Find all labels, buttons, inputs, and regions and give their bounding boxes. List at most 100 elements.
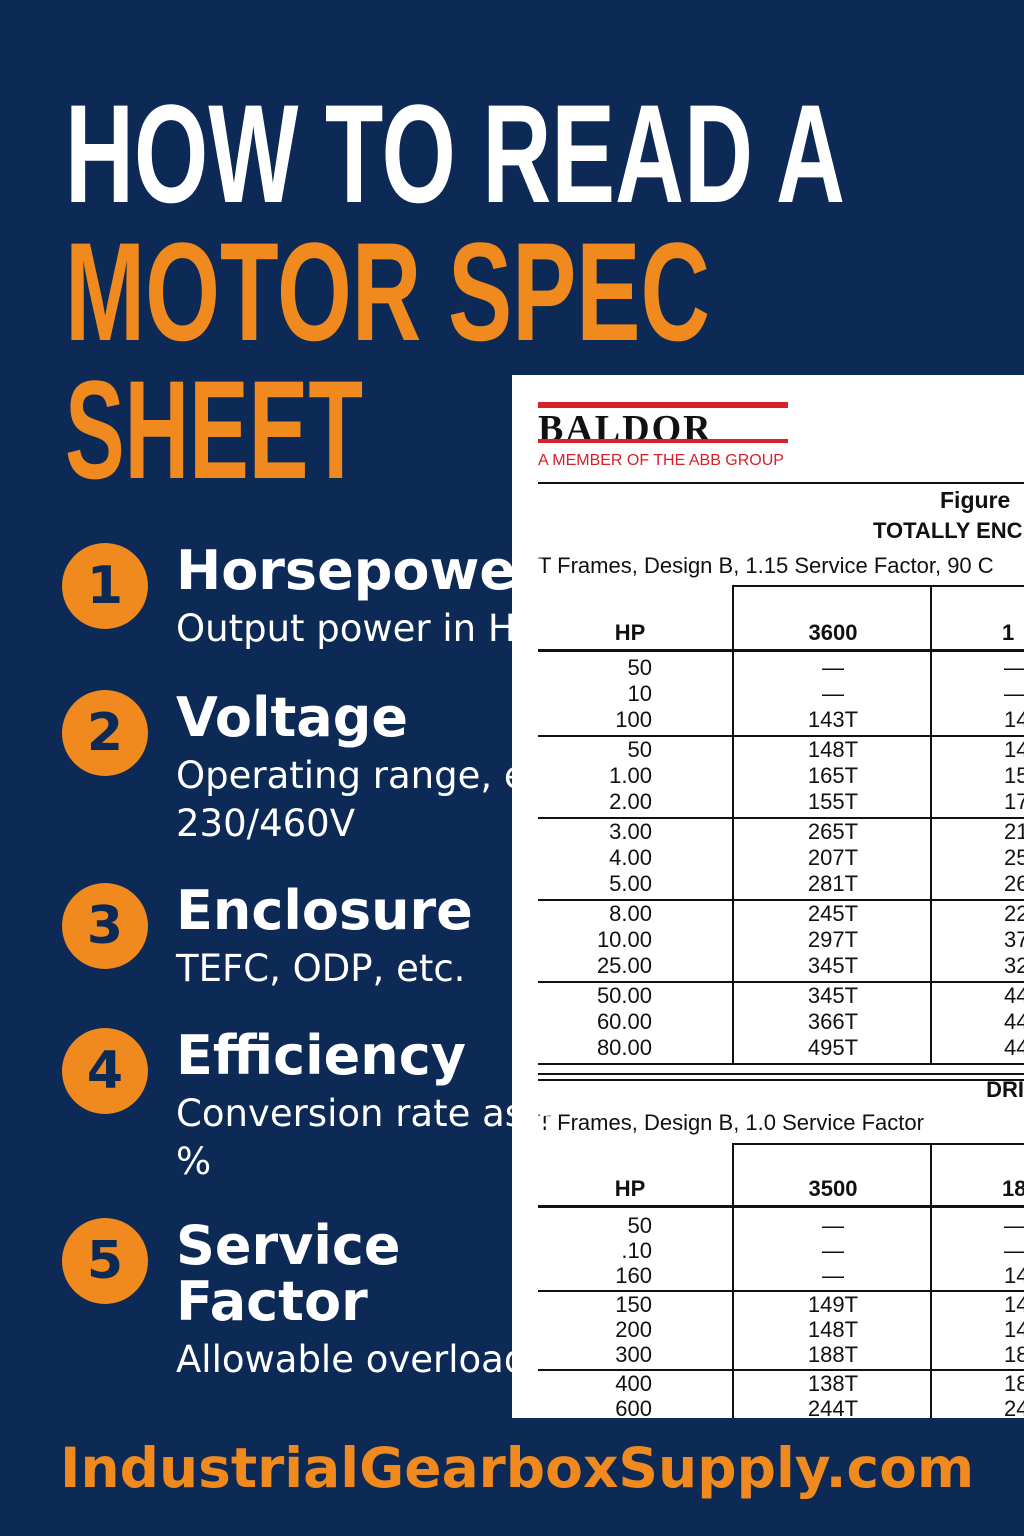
rule: [538, 735, 1024, 737]
rule: [538, 482, 1024, 484]
rule: [538, 1063, 1024, 1065]
table-cell: 245T: [807, 901, 859, 926]
title: HOW TO READ A MOTOR SPEC SHEET: [65, 75, 845, 500]
section-title: DRI: [986, 1077, 1024, 1102]
item-heading: Efficiency: [176, 1024, 466, 1087]
table-cell: —: [822, 1213, 844, 1238]
table-cell: 8.00: [609, 901, 652, 926]
table-cell: 15: [1004, 763, 1024, 788]
table-cell: 207T: [807, 845, 859, 870]
table-cell: 14: [1004, 1263, 1024, 1288]
item-heading: Service Factor: [176, 1214, 401, 1333]
table-cell: 100: [615, 707, 652, 732]
column-rule: [930, 1143, 932, 1418]
table-cell: 50: [627, 1213, 652, 1238]
table-cell: 5.00: [609, 871, 652, 896]
section-title: TOTALLY ENCL: [873, 518, 1024, 543]
table-cell: 244T: [807, 1396, 859, 1418]
section-subtitle: T Frames, Design B, 1.0 Service Factor: [538, 1110, 924, 1135]
item-description: Allowable overload: [176, 1338, 528, 1381]
column-header: 1: [1002, 620, 1015, 645]
table-cell: 10.00: [596, 927, 652, 952]
spec-sheet: BALDOR A MEMBER OF THE ABB GROUP Figure …: [512, 375, 1024, 1418]
item-description: Conversion rate as a %: [176, 1092, 559, 1183]
item-number: 2: [62, 690, 148, 776]
table-cell: 37: [1004, 927, 1024, 952]
table-cell: 14: [1004, 737, 1024, 762]
table-cell: 25.00: [596, 953, 652, 978]
item-text: Voltage Operating range, e.g. 230/460V: [176, 686, 574, 848]
table-cell: —: [1004, 1213, 1024, 1238]
table-cell: 25: [1004, 845, 1024, 870]
table-cell: 150: [615, 1292, 652, 1317]
table-cell: 281T: [807, 871, 859, 896]
table-cell: .10: [621, 1238, 652, 1263]
table-cell: 22: [1004, 901, 1024, 926]
brand-bar: [538, 402, 788, 408]
item-number: 3: [62, 883, 148, 969]
table-cell: 165T: [807, 763, 859, 788]
item-text: Enclosure TEFC, ODP, etc.: [176, 883, 556, 993]
section-subtitle: T Frames, Design B, 1.15 Service Factor,…: [538, 553, 994, 578]
table-cell: —: [822, 1263, 844, 1288]
footer: IndustrialGearboxSupply.com: [60, 1436, 975, 1500]
table-cell: 21: [1004, 819, 1024, 844]
column-rule: [732, 585, 734, 1065]
rule: [734, 585, 1024, 587]
item-heading: Voltage: [176, 686, 408, 749]
table-cell: 50.00: [596, 983, 652, 1008]
table-cell: —: [822, 1238, 844, 1263]
table-cell: 600: [615, 1396, 652, 1418]
table-cell: —: [822, 655, 844, 680]
table-cell: 1.00: [609, 763, 652, 788]
column-rule: [930, 585, 932, 1065]
column-header: 3600: [808, 620, 858, 645]
table-cell: 148T: [807, 1317, 859, 1342]
table-cell: 44: [1004, 983, 1024, 1008]
rule: [734, 1143, 1024, 1145]
item-description: TEFC, ODP, etc.: [176, 947, 466, 990]
table-cell: 14: [1004, 1317, 1024, 1342]
table-cell: 3.00: [609, 819, 652, 844]
table-cell: 18: [1004, 1342, 1024, 1367]
item-number: 5: [62, 1218, 148, 1304]
table-cell: 32: [1004, 953, 1024, 978]
table-cell: 44: [1004, 1035, 1024, 1060]
rule: [538, 1205, 1024, 1208]
table-cell: 2.00: [609, 789, 652, 814]
item-description: Operating range, e.g. 230/460V: [176, 754, 574, 845]
table-cell: 345T: [807, 953, 859, 978]
column-header: HP: [614, 1176, 646, 1201]
table-cell: 17: [1004, 789, 1024, 814]
table-cell: 18: [1004, 1371, 1024, 1396]
table-cell: 44: [1004, 1009, 1024, 1034]
table-cell: 24: [1004, 1396, 1024, 1418]
figure: Figure: [940, 487, 1011, 513]
table-cell: 10: [627, 681, 652, 706]
column-header: HP: [614, 620, 646, 645]
table-cell: 366T: [807, 1009, 859, 1034]
table-cell: 265T: [807, 819, 859, 844]
column-header: 18: [1002, 1176, 1024, 1201]
title-line: MOTOR SPEC: [65, 213, 710, 370]
table-cell: —: [1004, 655, 1024, 680]
rule: [538, 981, 1024, 983]
table-cell: 60.00: [596, 1009, 652, 1034]
item-number: 1: [62, 543, 148, 629]
table-cell: 200: [615, 1317, 652, 1342]
table-cell: 14: [1004, 707, 1024, 732]
table-cell: 149T: [807, 1292, 859, 1317]
column-header: 3500: [808, 1176, 858, 1201]
table-cell: 14: [1004, 1292, 1024, 1317]
table-cell: 297T: [807, 927, 859, 952]
tagline: A MEMBER OF THE ABB GROUP: [538, 452, 784, 469]
rule: [538, 1290, 1024, 1292]
table-cell: 495T: [807, 1035, 859, 1060]
rule: [538, 1079, 1024, 1081]
item-description: Output power in HP: [176, 607, 539, 650]
table-cell: 300: [615, 1342, 652, 1367]
rule: [538, 899, 1024, 901]
table-cell: —: [1004, 1238, 1024, 1263]
column-rule: [732, 1143, 734, 1418]
